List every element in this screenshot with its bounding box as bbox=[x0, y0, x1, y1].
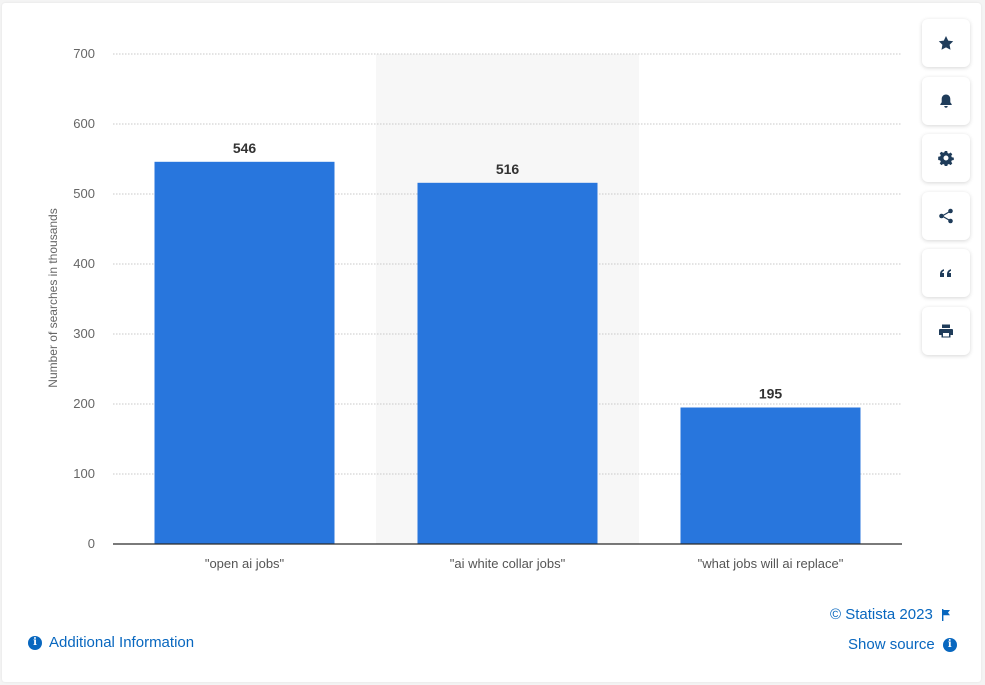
y-tick-label: 100 bbox=[73, 466, 95, 481]
notification-button[interactable] bbox=[922, 76, 970, 125]
quote-icon bbox=[940, 269, 951, 277]
x-tick-label: "what jobs will ai replace" bbox=[698, 556, 844, 571]
copyright-link[interactable]: © Statista 2023 bbox=[830, 606, 951, 623]
share-icon bbox=[939, 208, 953, 223]
data-label: 546 bbox=[233, 140, 257, 156]
show-source-link[interactable]: Show source i bbox=[848, 636, 957, 653]
data-labels: 546 516 195 bbox=[233, 140, 783, 402]
gear-icon bbox=[938, 151, 954, 166]
y-tick-label: 300 bbox=[73, 326, 95, 341]
info-icon: i bbox=[28, 635, 42, 650]
bar[interactable] bbox=[417, 182, 598, 545]
settings-button[interactable] bbox=[922, 134, 970, 182]
share-button[interactable] bbox=[922, 191, 970, 240]
copyright-text: © Statista 2023 bbox=[830, 606, 933, 623]
bars bbox=[154, 161, 861, 545]
bar[interactable] bbox=[680, 407, 861, 545]
printer-icon bbox=[939, 324, 953, 337]
y-tick-label: 0 bbox=[88, 536, 95, 551]
y-axis-label: Number of searches in thousands bbox=[46, 208, 60, 387]
y-tick-label: 200 bbox=[73, 396, 95, 411]
favorite-button[interactable] bbox=[922, 19, 970, 67]
x-tick-label: "ai white collar jobs" bbox=[450, 556, 566, 571]
cite-button[interactable] bbox=[922, 249, 970, 297]
y-tick-label: 500 bbox=[73, 186, 95, 201]
show-source-text: Show source bbox=[848, 636, 935, 653]
y-axis-ticks: 0 100 200 300 400 500 600 700 bbox=[73, 46, 95, 551]
data-label: 516 bbox=[496, 161, 520, 177]
chart-toolbar bbox=[922, 19, 970, 364]
y-tick-label: 400 bbox=[73, 256, 95, 271]
info-icon: i bbox=[942, 637, 957, 652]
additional-information-link[interactable]: i Additional Information bbox=[28, 634, 194, 651]
star-icon bbox=[938, 36, 954, 50]
bell-icon bbox=[940, 94, 952, 108]
x-tick-label: "open ai jobs" bbox=[205, 556, 285, 571]
bar[interactable] bbox=[154, 161, 335, 545]
x-axis-ticks: "open ai jobs" "ai white collar jobs" "wha… bbox=[205, 556, 844, 571]
additional-information-text: Additional Information bbox=[49, 634, 195, 651]
print-button[interactable] bbox=[922, 306, 970, 355]
y-tick-label: 600 bbox=[73, 116, 95, 131]
data-label: 195 bbox=[759, 386, 783, 402]
flag-icon bbox=[941, 608, 950, 621]
y-tick-label: 700 bbox=[73, 46, 95, 61]
